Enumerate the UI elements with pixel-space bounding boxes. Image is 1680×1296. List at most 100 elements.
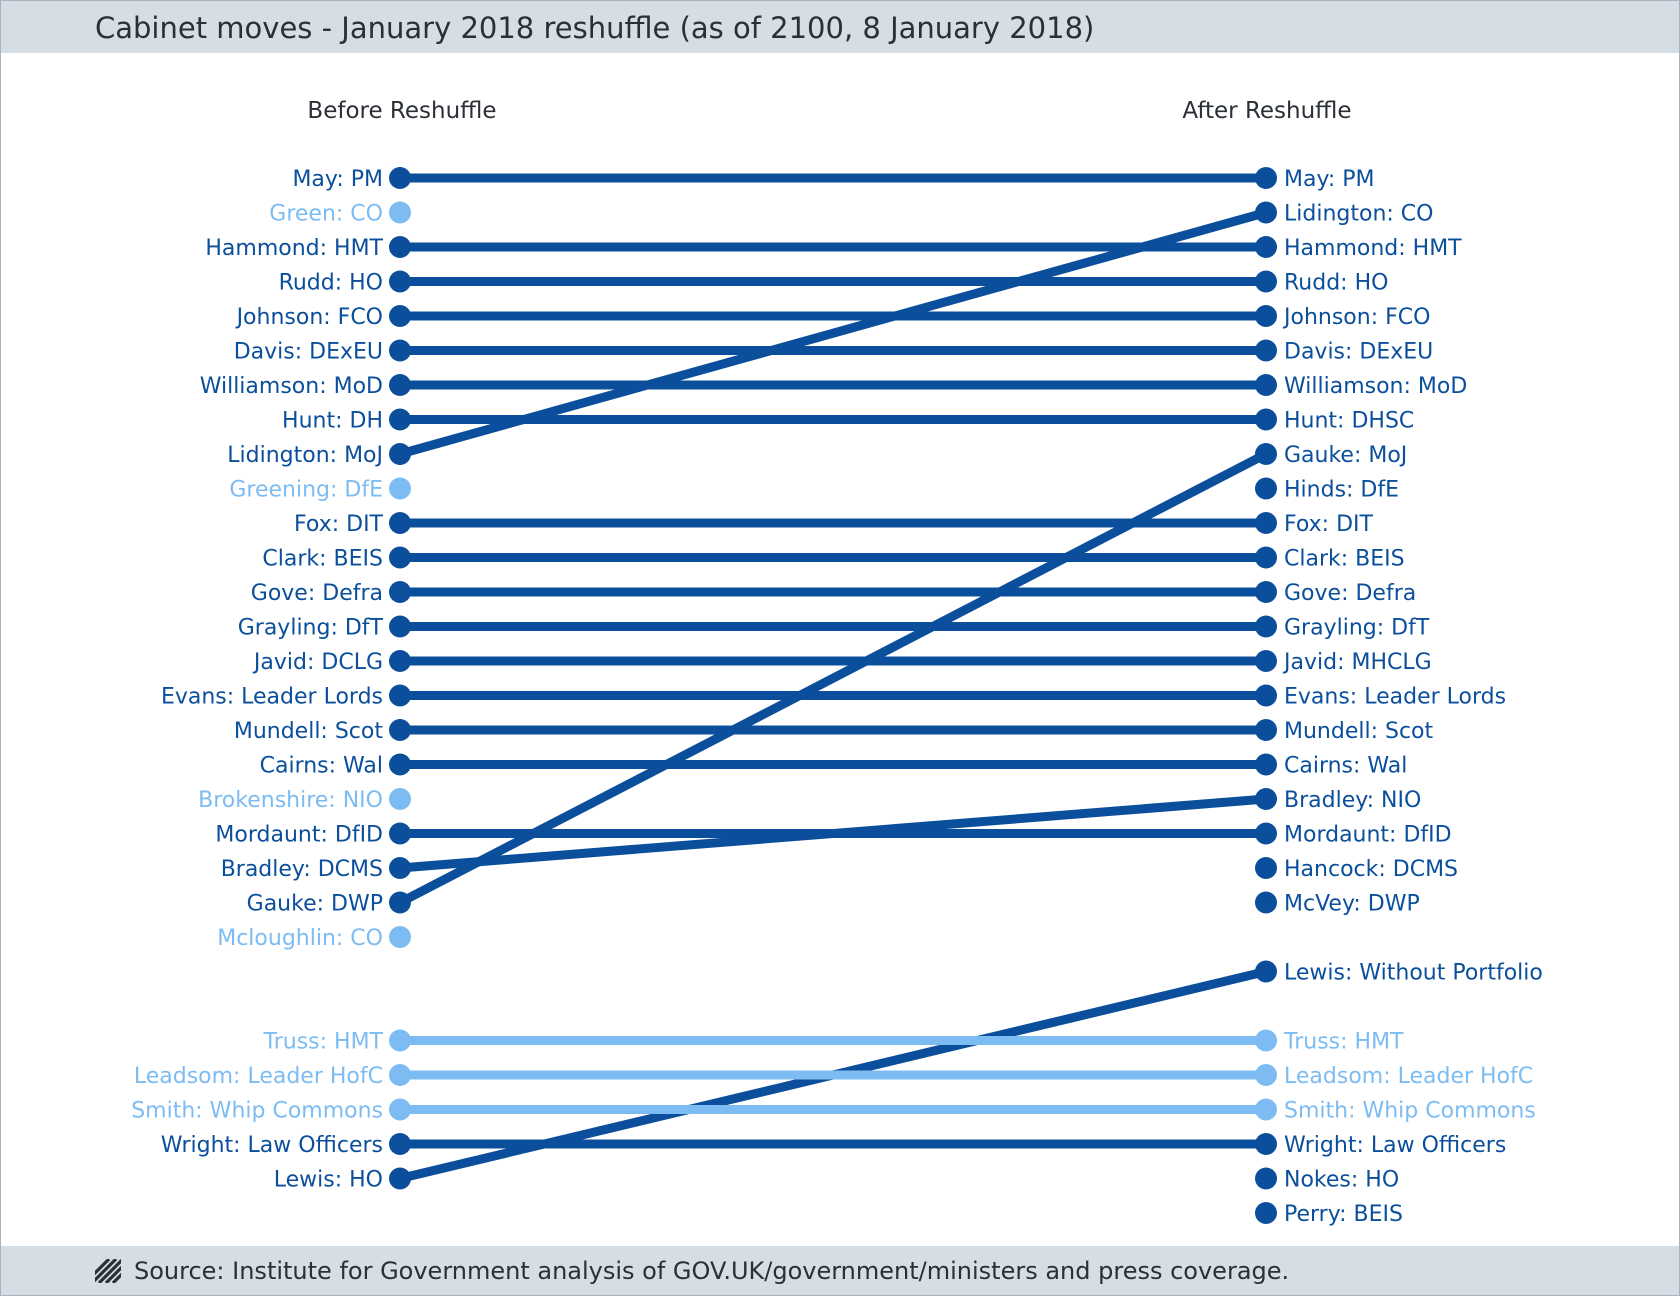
after-label-nokes-ho: Nokes: HO (1284, 1168, 1399, 1193)
source-bar: Source: Institute for Government analysi… (1, 1246, 1679, 1295)
after-dot-nokes-ho (1255, 1167, 1277, 1190)
after-dot-mundell-scot (1255, 719, 1277, 741)
after-label-gove-defra: Gove: Defra (1284, 581, 1416, 606)
after-dot-clark-beis (1255, 546, 1277, 569)
before-label-mordaunt-dfid: Mordaunt: DfID (215, 823, 383, 848)
after-dot-bradley-nio (1255, 788, 1277, 810)
after-label-davis-dexeu: Davis: DExEU (1284, 340, 1433, 365)
before-dot-brokenshire-nio (389, 788, 411, 810)
after-dot-perry-beis (1255, 1202, 1277, 1224)
before-label-grayling-dft: Grayling: DfT (238, 616, 384, 641)
before-label-wright-law-officers: Wright: Law Officers (161, 1133, 383, 1158)
before-dot-gove-defra (389, 581, 411, 603)
before-dot-rudd-ho (389, 270, 411, 293)
before-dot-williamson-mod (389, 374, 411, 396)
after-label-perry-beis: Perry: BEIS (1284, 1202, 1403, 1227)
before-dot-bradley-dcms (389, 857, 411, 879)
after-label-bradley-nio: Bradley: NIO (1284, 788, 1421, 813)
after-label-may-pm: May: PM (1284, 167, 1375, 192)
after-dot-lewis-without-portfolio (1255, 960, 1277, 983)
after-label-gauke-moj: Gauke: MoJ (1284, 443, 1407, 468)
before-dot-wright-law-officers (389, 1133, 411, 1155)
before-label-gove-defra: Gove: Defra (251, 581, 383, 606)
after-dot-hinds-dfe (1255, 477, 1277, 500)
move-line-gauke (395, 449, 1271, 907)
after-dot-hammond-hmt (1255, 236, 1277, 258)
before-label-gauke-dwp: Gauke: DWP (247, 892, 383, 917)
before-dot-cairns-wal (389, 753, 411, 776)
before-label-cairns-wal: Cairns: Wal (260, 754, 383, 779)
title-bar: Cabinet moves - January 2018 reshuffle (… (1, 1, 1679, 53)
before-label-lewis-ho: Lewis: HO (274, 1168, 383, 1193)
after-dot-fox-dit (1255, 512, 1277, 534)
before-label-may-pm: May: PM (292, 167, 383, 192)
after-label-johnson-fco: Johnson: FCO (1282, 305, 1430, 330)
before-dot-mundell-scot (389, 719, 411, 741)
after-dot-davis-dexeu (1255, 339, 1277, 362)
before-dot-davis-dexeu (389, 339, 411, 362)
after-dot-smith-whip-commons (1255, 1098, 1277, 1121)
after-dot-may-pm (1255, 167, 1277, 189)
after-label-hunt-dhsc: Hunt: DHSC (1284, 409, 1414, 434)
hatched-logo-icon (95, 1259, 121, 1283)
before-dot-lewis-ho (389, 1167, 411, 1190)
after-dot-gauke-moj (1255, 443, 1277, 465)
before-label-javid-dclg: Javid: DCLG (252, 650, 383, 675)
before-dot-green-co (389, 201, 411, 224)
after-label-smith-whip-commons: Smith: Whip Commons (1284, 1099, 1536, 1124)
after-dot-evans-leader-lords (1255, 684, 1277, 707)
after-label-leadsom-leader-hofc: Leadsom: Leader HofC (1284, 1064, 1533, 1089)
before-dot-hunt-dh (389, 408, 411, 431)
before-label-williamson-mod: Williamson: MoD (200, 374, 383, 399)
before-label-brokenshire-nio: Brokenshire: NIO (198, 788, 383, 813)
after-dot-mcvey-dwp (1255, 891, 1277, 914)
after-label-javid-mhclg: Javid: MHCLG (1282, 650, 1432, 675)
after-dot-mordaunt-dfid (1255, 822, 1277, 845)
after-dot-hunt-dhsc (1255, 408, 1277, 431)
before-label-johnson-fco: Johnson: FCO (235, 305, 383, 330)
before-dot-hammond-hmt (389, 236, 411, 258)
position-dots (389, 167, 1277, 1224)
before-dot-gauke-dwp (389, 891, 411, 914)
before-dot-johnson-fco (389, 305, 411, 327)
before-label-bradley-dcms: Bradley: DCMS (221, 857, 383, 882)
before-label-evans-leader-lords: Evans: Leader Lords (161, 685, 383, 710)
after-dot-johnson-fco (1255, 305, 1277, 327)
before-label-davis-dexeu: Davis: DExEU (234, 340, 383, 365)
before-dot-smith-whip-commons (389, 1098, 411, 1121)
before-dot-fox-dit (389, 512, 411, 534)
position-labels: May: PM Green: CO Hammond: HMT Rudd: HO John… (131, 167, 1543, 1227)
before-label-leadsom-leader-hofc: Leadsom: Leader HofC (134, 1064, 383, 1089)
after-dot-leadsom-leader-hofc (1255, 1064, 1277, 1086)
after-dot-rudd-ho (1255, 270, 1277, 293)
before-dot-grayling-dft (389, 615, 411, 638)
after-label-wright-law-officers: Wright: Law Officers (1284, 1133, 1506, 1158)
before-label-green-co: Green: CO (269, 202, 383, 227)
before-dot-clark-beis (389, 546, 411, 569)
after-label-cairns-wal: Cairns: Wal (1284, 754, 1407, 779)
before-label-mcloughlin-co: Mcloughlin: CO (217, 926, 383, 951)
before-label-truss-hmt: Truss: HMT (263, 1030, 384, 1055)
before-label-hammond-hmt: Hammond: HMT (205, 236, 383, 261)
after-header: After Reshuffle (1182, 98, 1351, 124)
after-label-mordaunt-dfid: Mordaunt: DfID (1284, 823, 1452, 848)
after-label-grayling-dft: Grayling: DfT (1284, 616, 1430, 641)
after-label-mundell-scot: Mundell: Scot (1284, 719, 1434, 744)
after-dot-lidington-co (1255, 201, 1277, 224)
after-dot-wright-law-officers (1255, 1133, 1277, 1155)
after-dot-cairns-wal (1255, 753, 1277, 776)
after-dot-gove-defra (1255, 581, 1277, 603)
after-dot-hancock-dcms (1255, 857, 1277, 879)
source-note: Source: Institute for Government analysi… (134, 1257, 1290, 1285)
before-dot-lidington-moj (389, 443, 411, 465)
after-label-hammond-hmt: Hammond: HMT (1284, 236, 1462, 261)
after-label-fox-dit: Fox: DIT (1284, 512, 1374, 537)
before-label-rudd-ho: Rudd: HO (279, 271, 383, 296)
move-line-lidington (395, 208, 1271, 459)
after-label-lidington-co: Lidington: CO (1284, 202, 1433, 227)
before-label-mundell-scot: Mundell: Scot (234, 719, 384, 744)
after-label-hinds-dfe: Hinds: DfE (1284, 478, 1399, 503)
before-dot-mcloughlin-co (389, 926, 411, 948)
